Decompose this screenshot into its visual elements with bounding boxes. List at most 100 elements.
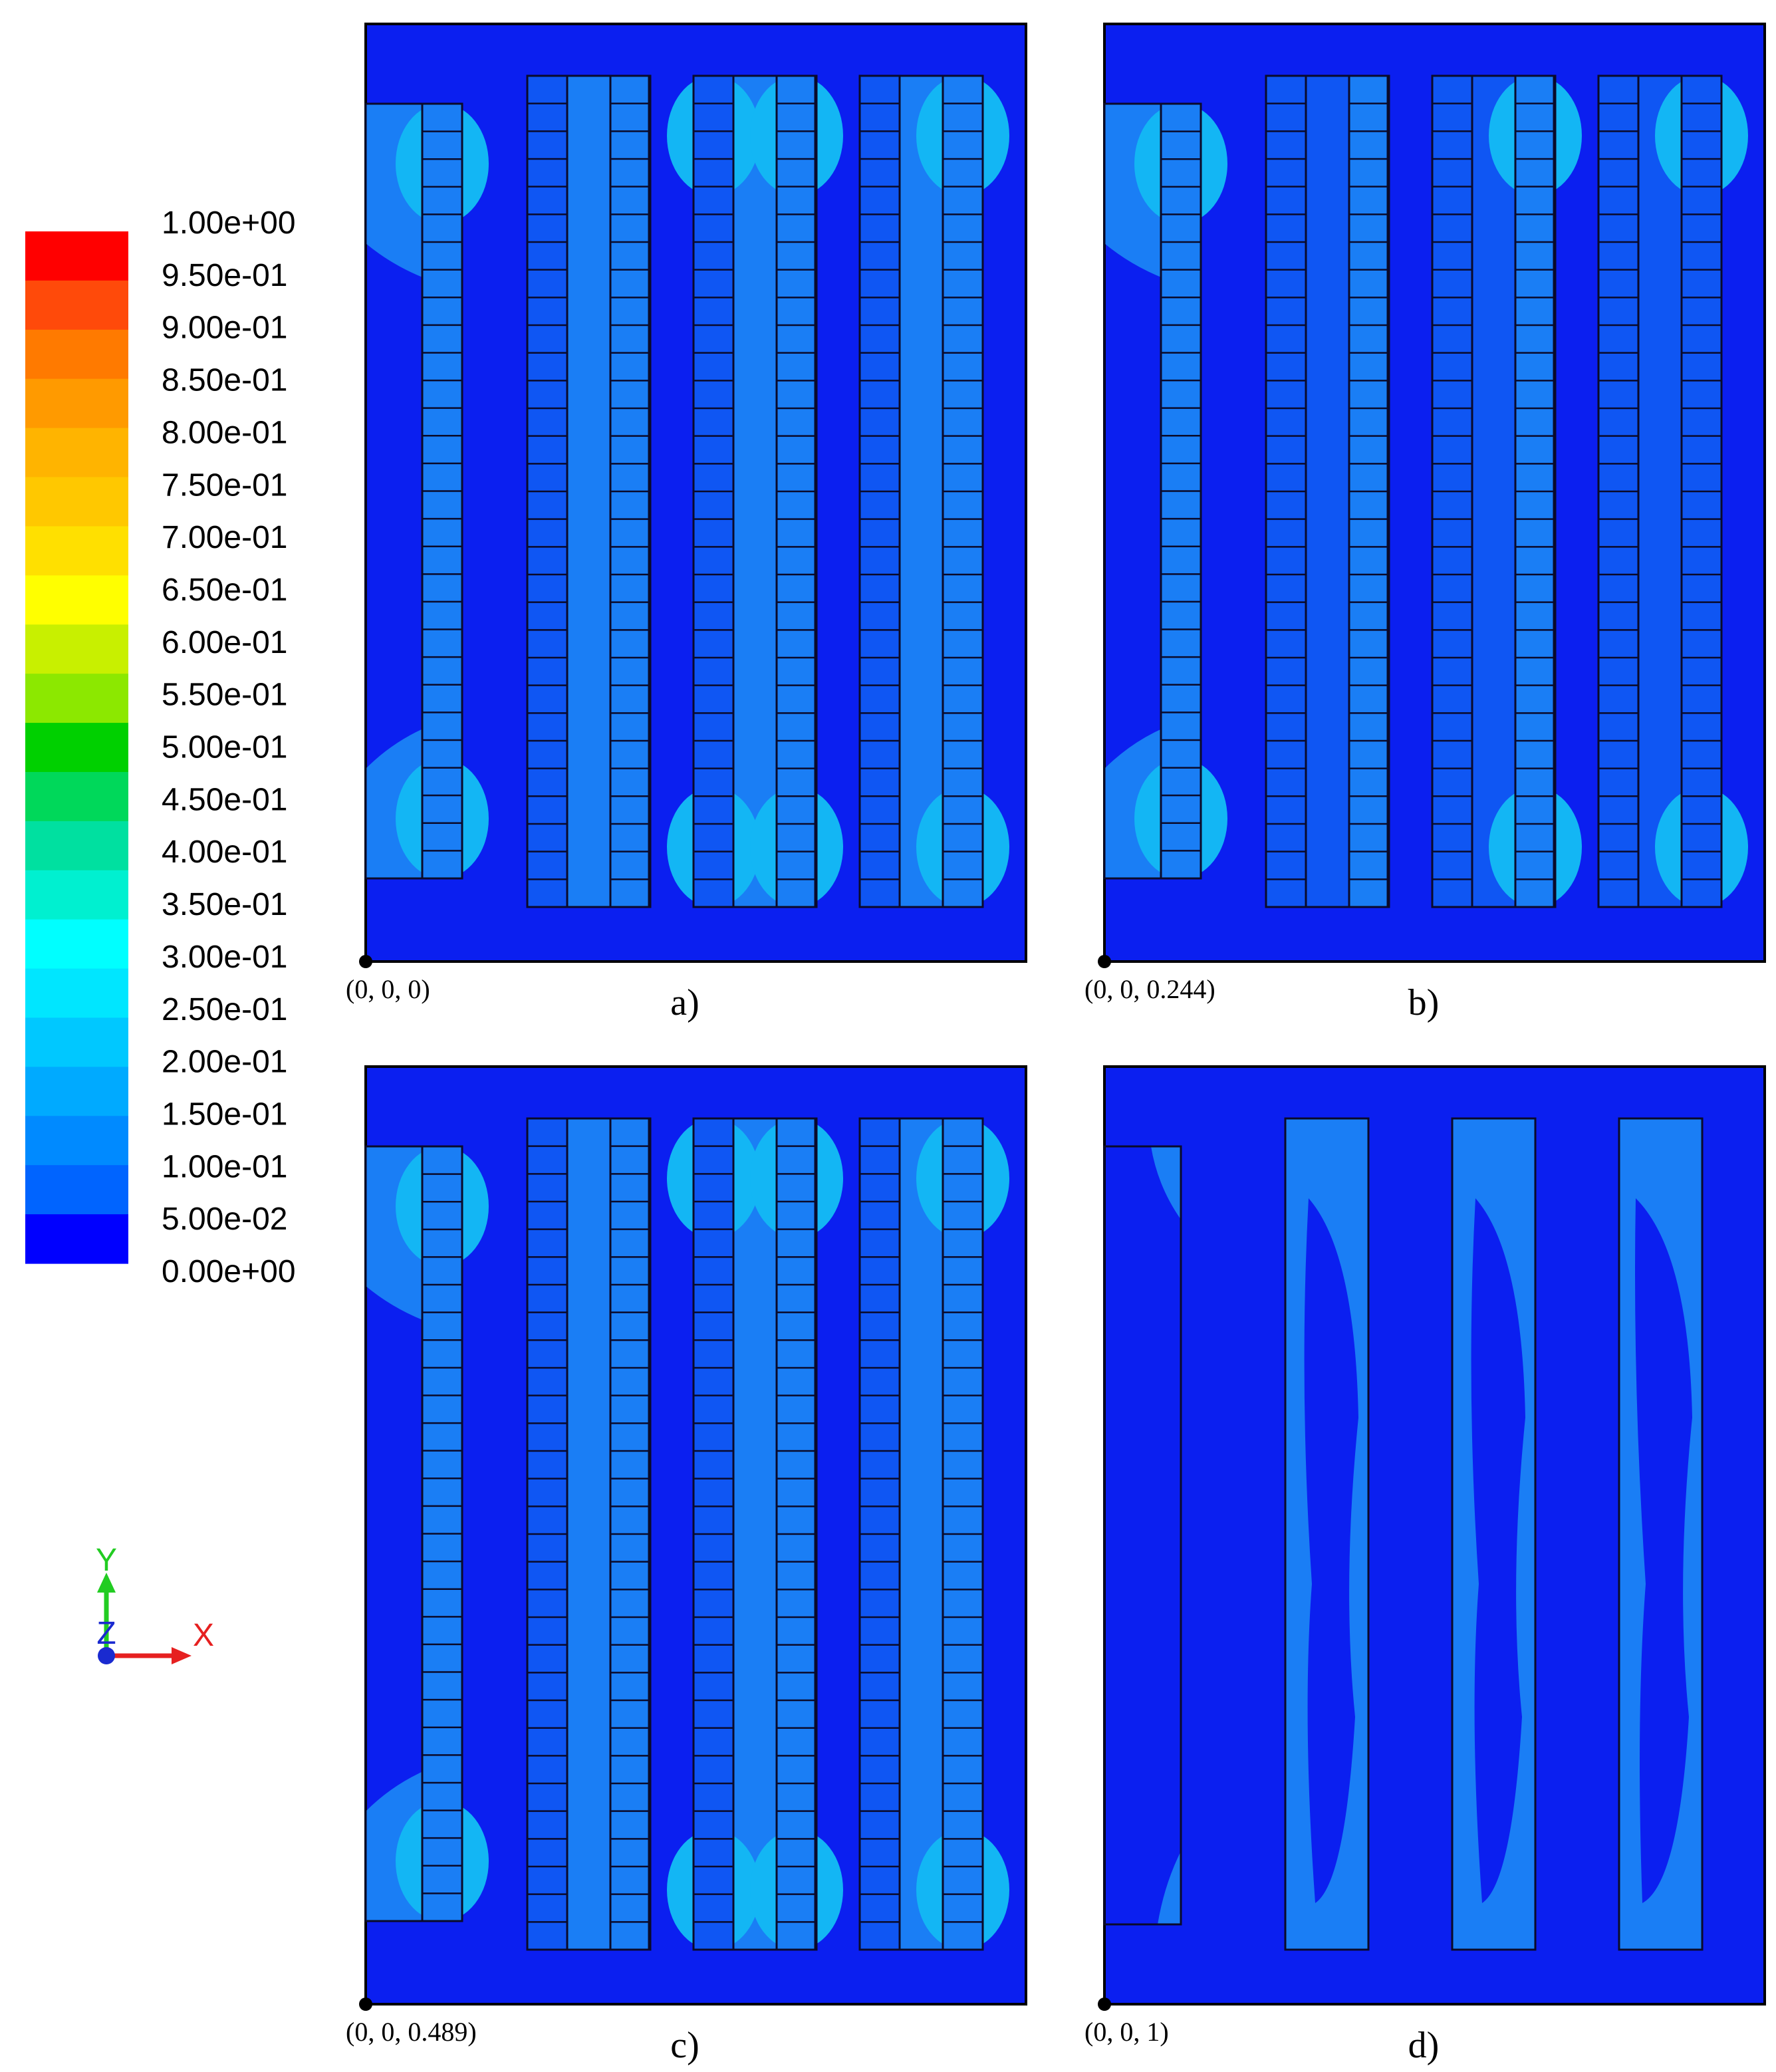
color-swatch [25,477,128,527]
color-swatch [25,428,128,478]
contour-region [1471,1198,1525,1903]
grid-column [942,1117,984,1951]
color-scale-tick-label: 2.50e-01 [162,992,288,1027]
contour-region [900,76,943,907]
grid-column [775,1117,818,1951]
grid-column [858,74,901,908]
grid-column [609,74,652,908]
grid-column [775,74,818,908]
color-scale-tick-label: 8.00e-01 [162,415,288,450]
grid-column [1431,74,1473,908]
panel-b: (0, 0, 0.244) b) [1084,23,1766,1023]
grid-column [942,74,984,908]
color-swatch [25,1116,128,1166]
color-swatch [25,968,128,1019]
color-swatch [25,723,128,773]
origin-dot-icon [1098,955,1111,968]
contour-panels: (0, 0, 0) a) (0, 0, 0.244) b) (0, 0, 0.489) c… [346,23,1766,2066]
channel-outline [1618,1117,1704,1951]
inlet-outline [1103,1145,1182,1926]
color-swatch [25,1214,128,1264]
channel-outline [1284,1117,1370,1951]
contour-region [1306,76,1349,907]
channel-outline [526,1117,650,1951]
inlet-outline [1103,102,1202,880]
color-scale-tick-label: 5.00e-01 [162,730,288,765]
contour-region [733,76,777,907]
z-axis-dot-icon [98,1647,115,1664]
grid-column [1160,102,1202,880]
color-swatch [25,231,128,281]
color-swatch [25,674,128,723]
contour-region [900,1118,943,1950]
color-scale-tick-label: 2.00e-01 [162,1045,288,1080]
panel-a: (0, 0, 0) a) [346,23,1027,1023]
color-swatch [25,870,128,920]
contour-region [1304,1198,1358,1903]
color-scale-tick-label: 3.00e-01 [162,940,288,975]
grid-column [692,1117,735,1951]
grid-column [692,74,735,908]
color-swatch [25,624,128,674]
grid-column [526,1117,569,1951]
contour-region [1472,76,1515,907]
inlet-outline [364,1145,463,1922]
color-scale-tick-label: 6.00e-01 [162,625,288,660]
channel-outline [858,74,984,908]
y-axis-arrow-icon [97,1573,116,1593]
grid-column [421,1145,463,1922]
grid-column [421,102,463,880]
color-swatch [25,821,128,871]
origin-dot-icon [359,1998,372,2011]
origin-coordinate-label: (0, 0, 0.244) [1084,974,1215,1004]
panel-label: a) [670,982,699,1023]
color-swatch [25,771,128,822]
grid-column [1265,74,1307,908]
channel-outline [1597,74,1723,908]
origin-coordinate-label: (0, 0, 0.489) [346,2017,477,2047]
contour-region [733,1118,777,1950]
color-scale-tick-label: 1.00e+00 [162,205,296,241]
contour-region [1635,1198,1692,1903]
color-scale-tick-label: 4.00e-01 [162,835,288,870]
contour-region [1638,76,1682,907]
color-scale-tick-label: 1.00e-01 [162,1149,288,1184]
grid-column [1680,74,1723,908]
color-scale-bar: 1.00e+00 9.50e-01 9.00e-01 8.50e-01 8.00e-01… [25,205,296,1289]
x-axis-arrow-icon [172,1647,191,1664]
color-scale-tick-label: 0.00e+00 [162,1254,296,1289]
color-swatch [25,919,128,970]
color-scale-tick-label: 4.50e-01 [162,782,288,817]
contour-region [1158,1851,1181,1924]
channel-outline [858,1117,984,1951]
color-scale-tick-label: 5.00e-02 [162,1202,288,1237]
color-swatch [25,378,128,429]
color-swatch [25,526,128,576]
color-swatch [25,1165,128,1215]
contour-region [567,1118,610,1950]
inlet-outline [364,102,463,880]
channel-outline [692,1117,817,1951]
origin-coordinate-label: (0, 0, 1) [1084,2017,1169,2047]
panel-label: d) [1408,2025,1440,2066]
channel-outline [1451,1117,1537,1951]
panel-d: (0, 0, 1) d) [1084,1065,1766,2066]
grid-column [1348,74,1390,908]
origin-dot-icon [359,955,372,968]
contour-region [567,76,610,907]
color-scale-tick-label: 6.50e-01 [162,573,288,608]
color-scale-tick-label: 8.50e-01 [162,363,288,398]
panel-label: c) [670,2025,699,2066]
color-scale-tick-label: 1.50e-01 [162,1097,288,1132]
origin-dot-icon [1098,1998,1111,2011]
color-scale-tick-label: 9.00e-01 [162,311,288,346]
panel-label: b) [1408,982,1440,1023]
x-axis-label: X [193,1618,214,1653]
channel-outline [526,74,650,908]
grid-column [1514,74,1557,908]
color-swatch [25,1017,128,1067]
axis-triad: Y Z X [96,1543,214,1664]
y-axis-label: Y [96,1543,117,1578]
color-scale-tick-label: 7.00e-01 [162,520,288,555]
